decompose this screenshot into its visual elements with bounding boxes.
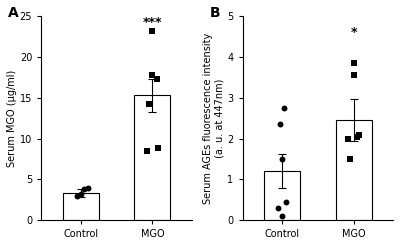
Point <box>144 149 150 153</box>
Point <box>275 206 282 210</box>
Point <box>74 194 80 198</box>
Point <box>149 29 156 33</box>
Point <box>356 133 362 137</box>
Bar <box>336 120 372 220</box>
Point <box>347 157 353 161</box>
Point <box>85 186 91 190</box>
Text: B: B <box>210 6 220 20</box>
Point <box>345 137 351 140</box>
Text: *: * <box>350 26 357 39</box>
Point <box>78 192 84 196</box>
Point <box>149 73 156 77</box>
Bar <box>264 171 300 220</box>
Text: A: A <box>8 6 19 20</box>
Y-axis label: Serum MGO (μg/ml): Serum MGO (μg/ml) <box>7 70 17 167</box>
Point <box>282 200 289 204</box>
Point <box>350 61 357 65</box>
Point <box>354 135 360 138</box>
Bar <box>63 193 98 220</box>
Text: ***: *** <box>142 16 162 29</box>
Point <box>277 122 283 126</box>
Y-axis label: Serum AGEs fluorescence intensity
(a. u. at 447nm): Serum AGEs fluorescence intensity (a. u.… <box>203 33 224 204</box>
Point <box>279 214 285 218</box>
Point <box>350 74 357 77</box>
Point <box>155 146 161 150</box>
Point <box>279 157 285 161</box>
Point <box>81 187 88 191</box>
Bar <box>134 95 170 220</box>
Point <box>281 106 287 110</box>
Point <box>154 77 160 81</box>
Point <box>146 102 152 106</box>
